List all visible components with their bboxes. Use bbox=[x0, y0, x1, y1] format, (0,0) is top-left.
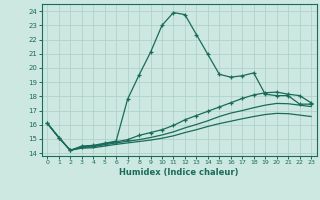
X-axis label: Humidex (Indice chaleur): Humidex (Indice chaleur) bbox=[119, 168, 239, 177]
